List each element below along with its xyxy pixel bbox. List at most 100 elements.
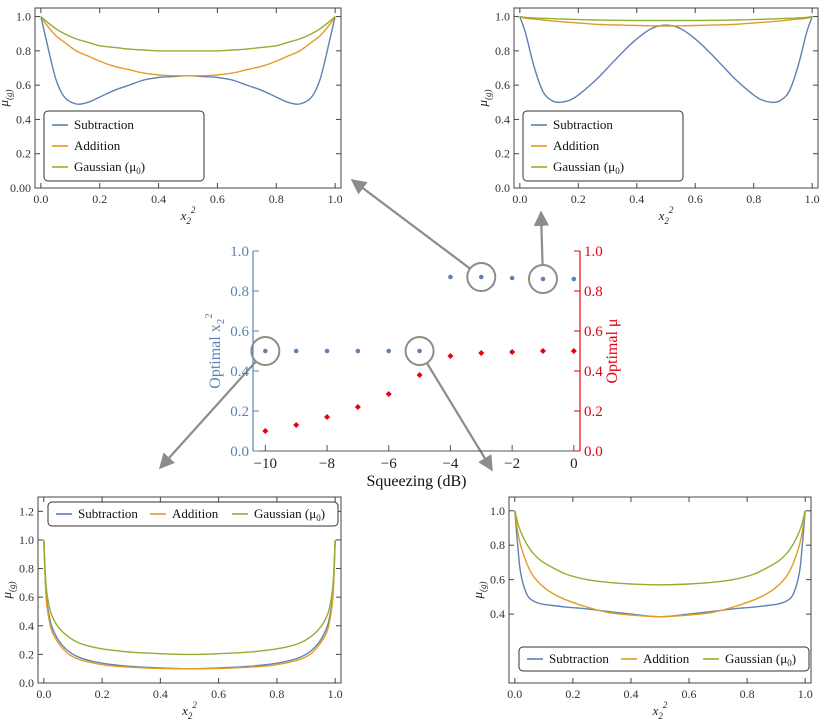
y-axis-label-sub: (g) xyxy=(4,89,14,100)
x-tick-label: 0.4 xyxy=(153,687,168,701)
plot-frame xyxy=(37,496,342,684)
optimal-x-point xyxy=(324,348,330,354)
plot-frame xyxy=(508,496,812,684)
x-axis-label: x22 xyxy=(180,205,196,226)
legend-label-tail: ) xyxy=(620,159,624,174)
legend-label-addition: Addition xyxy=(553,138,600,153)
right-y-tick-label: 0.8 xyxy=(584,284,603,300)
x-tick-label: −8 xyxy=(319,456,335,472)
optimal-x-point xyxy=(448,274,453,280)
x-axis-label-sup: 2 xyxy=(663,700,668,710)
x-tick-label: 0.6 xyxy=(210,192,225,206)
y-tick-label: 0.8 xyxy=(16,44,31,58)
legend-label-addition: Addition xyxy=(643,651,690,666)
x-tick-label: −10 xyxy=(254,456,277,472)
optimal-mu-point xyxy=(570,348,577,354)
highlight-circle xyxy=(466,262,497,292)
right-y-axis-label: Optimal μ xyxy=(604,318,621,383)
series-line-addition xyxy=(514,510,806,618)
x-tick-label: 1.0 xyxy=(805,192,820,206)
x-axis-label-main: x xyxy=(180,208,187,223)
legend-label-subtraction: Subtraction xyxy=(549,651,609,666)
series-line-gaussian xyxy=(514,510,806,586)
y-axis-label-main: μ xyxy=(475,100,490,108)
x-tick-label: 1.0 xyxy=(328,687,343,701)
legend: Subtraction Addition Gaussian (μ0) xyxy=(43,110,205,182)
y-axis-label-main: μ xyxy=(470,592,485,600)
y-tick-label: 0.00 xyxy=(10,181,31,195)
y-tick-label: 0.6 xyxy=(490,573,505,587)
x-tick-label: 0 xyxy=(570,456,578,472)
legend-box xyxy=(518,646,810,672)
optimal-mu-point xyxy=(293,422,300,428)
legend-label-addition: Addition xyxy=(74,138,121,153)
legend-box xyxy=(47,501,339,527)
x-tick-label: −2 xyxy=(504,456,520,472)
y-tick-label: 1.0 xyxy=(19,533,34,547)
x-tick-label: 0.8 xyxy=(740,687,755,701)
x-tick-label: 0.4 xyxy=(151,192,166,206)
series-line-gaussian xyxy=(43,539,336,656)
x-axis-label-sub: 2 xyxy=(658,711,663,721)
x-tick-label: 0.4 xyxy=(623,687,638,701)
x-axis-label-main: x xyxy=(652,703,659,718)
x-axis-label-sup: 2 xyxy=(191,205,196,215)
optimal-mu-point xyxy=(324,414,331,420)
x-tick-label: 0.2 xyxy=(565,687,580,701)
y-axis-label: μ(g) xyxy=(0,581,17,599)
y-axis-label-sub: (g) xyxy=(478,581,488,592)
x-axis-label-sub: 2 xyxy=(664,216,669,226)
y-axis-label-sub: (g) xyxy=(7,581,17,592)
y-tick-label: 0.2 xyxy=(19,647,34,661)
y-tick-label: 0.4 xyxy=(490,607,505,621)
legend-label-text: Subtraction xyxy=(549,651,609,666)
y-axis-label: μ(g) xyxy=(475,89,493,107)
y-tick-label: 0.2 xyxy=(495,147,510,161)
legend-label-sub: 0 xyxy=(136,166,141,176)
callout-connectors xyxy=(158,179,550,472)
x-axis-label-sup: 2 xyxy=(192,700,197,710)
right-y-tick-label: 0.2 xyxy=(584,404,603,420)
optimal-mu-point xyxy=(509,349,516,355)
left-y-axis-label-main: Optimal x xyxy=(207,324,224,388)
y-tick-label: 0.0 xyxy=(19,676,34,690)
panel-top-left: 0.0 0.2 0.4 0.6 0.8 1.0 0.00 0.2 0.4 0.6 0.8 1.0 x22… xyxy=(0,7,343,226)
legend-label-sub: 0 xyxy=(615,166,620,176)
x-axis-label-sup: 2 xyxy=(669,205,674,215)
y-tick-label: 1.0 xyxy=(16,10,31,24)
legend: Subtraction Addition Gaussian (μ0) xyxy=(518,646,810,672)
x-axis-label: x22 xyxy=(658,205,674,226)
y-tick-label: 0.4 xyxy=(495,112,510,126)
optimal-x-point xyxy=(509,275,515,281)
optimal-mu-point xyxy=(539,348,546,354)
right-y-tick-label: 0.6 xyxy=(584,324,603,340)
x-tick-label: 0.2 xyxy=(92,192,107,206)
optimal-x-point xyxy=(571,276,577,282)
optimal-mu-point xyxy=(416,372,423,378)
legend-label-subtraction: Subtraction xyxy=(74,117,134,132)
optimal-mu-point xyxy=(354,404,361,410)
panel-bottom-left: 0.0 0.2 0.4 0.6 0.8 1.0 0.0 0.2 0.4 0.6 0.8 1.0 1.2 x… xyxy=(0,496,343,721)
optimal-x-point xyxy=(386,348,392,354)
y-tick-label: 0.0 xyxy=(495,181,510,195)
optimal-x-point xyxy=(293,348,299,354)
panel-bottom-right: 0.0 0.2 0.4 0.6 0.8 1.0 0.4 0.6 0.8 1.0 x22 μ(g) Sub… xyxy=(470,496,813,721)
x-axis-label-main: x xyxy=(181,703,188,718)
y-tick-label: 0.4 xyxy=(19,619,34,633)
x-tick-label: 0.8 xyxy=(746,192,761,206)
y-tick-label: 0.6 xyxy=(16,78,31,92)
legend-box xyxy=(522,110,684,182)
optimal-x-point xyxy=(478,274,484,280)
highlight-circle xyxy=(527,264,558,294)
legend-label-tail: ) xyxy=(141,159,145,174)
legend-label-subtraction: Subtraction xyxy=(78,506,138,521)
panel-center: −10 −8 −6 −4 −2 0 0.0 0.2 0.4 0.6 0.8 1.0 0.0 0.2 0.4 0… xyxy=(203,244,621,490)
series-line-subtraction xyxy=(519,16,813,104)
legend-label-main: Gaussian (μ xyxy=(725,651,787,666)
x-tick-label: 0.0 xyxy=(33,192,48,206)
right-y-tick-label: 0.0 xyxy=(584,444,603,460)
left-y-tick-label: 1.0 xyxy=(230,244,249,260)
y-axis-label-main: μ xyxy=(0,100,11,108)
series-line-subtraction xyxy=(43,539,336,670)
right-y-tick-label: 1.0 xyxy=(584,244,603,260)
